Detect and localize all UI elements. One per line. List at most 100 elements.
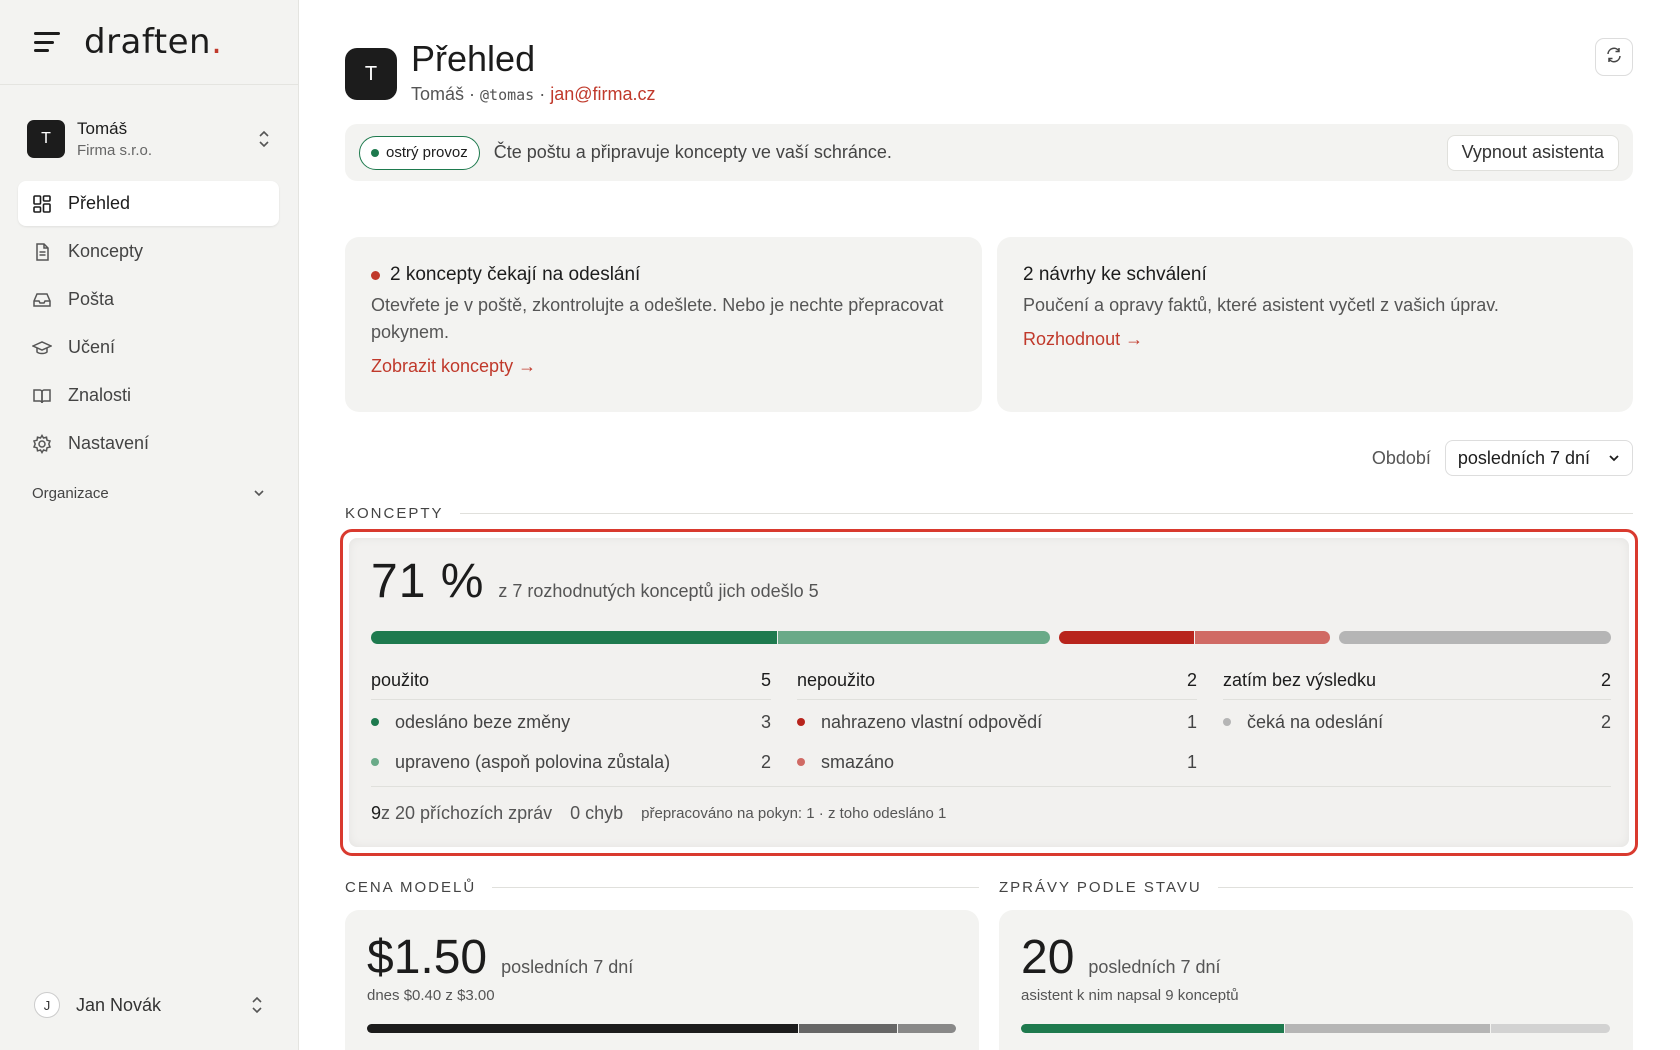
menu-icon[interactable] bbox=[34, 32, 60, 52]
profile-subtitle: Tomáš · @tomas · jan@firma.cz bbox=[411, 84, 656, 105]
sent-caption: z 7 rozhodnutých konceptů jich odešlo 5 bbox=[498, 581, 819, 601]
list-item: smazáno 1 bbox=[797, 744, 1197, 780]
sidebar-item-label: Znalosti bbox=[68, 385, 132, 405]
row-label: odesláno beze změny bbox=[395, 711, 571, 732]
approvals-text: Poučení a opravy faktů, které asistent v… bbox=[1023, 295, 1499, 315]
sidebar: draften. T Tomáš Firma s.r.o. Přehled Ko… bbox=[0, 0, 299, 1050]
status-text: Čte poštu a připravuje koncepty ve vaší … bbox=[493, 142, 892, 162]
organization-toggle[interactable]: Organizace bbox=[32, 485, 266, 502]
chevron-down-icon bbox=[252, 485, 266, 502]
cost-bar bbox=[367, 1024, 956, 1033]
separator: · bbox=[534, 84, 551, 104]
sidebar-item-label: Přehled bbox=[68, 193, 131, 213]
processed-of: z 20 příchozích zpráv bbox=[381, 803, 553, 823]
sidebar-item-label: Nastavení bbox=[68, 433, 150, 453]
user-menu[interactable]: J Jan Novák bbox=[34, 992, 266, 1018]
section-rule bbox=[1217, 887, 1633, 888]
sidebar-item-label: Koncepty bbox=[68, 241, 144, 261]
period-filter: Období posledních 7 dní bbox=[345, 440, 1633, 476]
row-count: 1 bbox=[1186, 751, 1197, 772]
section-rule bbox=[492, 887, 979, 888]
organization-label: Organizace bbox=[32, 485, 109, 502]
disable-assistant-button[interactable]: Vypnout asistenta bbox=[1446, 134, 1619, 171]
bar-group bbox=[1339, 631, 1611, 644]
page-header: T Přehled Tomáš · @tomas · jan@firma.cz bbox=[345, 38, 1633, 108]
drafts-stats-card: 71 % z 7 rozhodnutých konceptů jich odeš… bbox=[349, 538, 1629, 847]
account-switcher[interactable]: T Tomáš Firma s.r.o. bbox=[27, 116, 273, 162]
account-name: Tomáš bbox=[77, 119, 128, 138]
sidebar-item-znalosti[interactable]: Znalosti bbox=[18, 373, 279, 418]
pending-count: 2 bbox=[1600, 670, 1611, 690]
legend-dot bbox=[371, 718, 379, 726]
drafts-section-heading: KONCEPTY bbox=[345, 505, 1633, 522]
messages-bar-segment bbox=[1491, 1024, 1610, 1033]
alert-dot bbox=[371, 270, 380, 280]
messages-bar bbox=[1021, 1024, 1610, 1033]
user-name: Jan Novák bbox=[76, 994, 162, 1015]
profile-handle: @tomas bbox=[480, 86, 535, 104]
list-item: nahrazeno vlastní odpovědí 1 bbox=[797, 704, 1197, 740]
assistant-status-bar: ostrý provoz Čte poštu a připravuje konc… bbox=[345, 124, 1633, 181]
cost-bar-segment bbox=[367, 1024, 798, 1033]
status-badge-label: ostrý provoz bbox=[386, 144, 468, 161]
legend-dot bbox=[797, 718, 805, 726]
chevron-updown-icon bbox=[248, 995, 266, 1016]
unused-label: nepoužito bbox=[797, 670, 876, 690]
status-dot bbox=[371, 148, 379, 157]
profile-name: Tomáš bbox=[411, 84, 465, 104]
logo[interactable]: draften. bbox=[84, 22, 223, 62]
refresh-icon bbox=[1605, 46, 1623, 69]
bar-segment-replaced bbox=[1058, 631, 1194, 644]
user-avatar: J bbox=[34, 992, 60, 1018]
account-avatar: T bbox=[27, 120, 65, 158]
status-badge: ostrý provoz bbox=[359, 135, 480, 170]
chevron-down-icon bbox=[1608, 451, 1620, 465]
row-count: 2 bbox=[1600, 711, 1611, 732]
inbox-icon bbox=[32, 290, 52, 310]
cost-today: dnes $0.40 z $3.00 bbox=[367, 987, 495, 1004]
page-title: Přehled bbox=[411, 38, 536, 79]
bar-group bbox=[371, 631, 1050, 644]
unused-count: 2 bbox=[1186, 670, 1197, 690]
brand-bar: draften. bbox=[0, 0, 298, 85]
sidebar-item-prehled[interactable]: Přehled bbox=[18, 181, 279, 226]
sidebar-nav: Přehled Koncepty Pošta Učení Znalosti bbox=[18, 181, 279, 469]
sidebar-item-nastaveni[interactable]: Nastavení bbox=[18, 421, 279, 466]
bar-segment-edited bbox=[778, 631, 1050, 644]
approvals-card: 2 návrhy ke schválení Poučení a opravy f… bbox=[997, 237, 1633, 412]
list-item: čeká na odeslání 2 bbox=[1223, 704, 1611, 740]
drafts-distribution-bar bbox=[371, 631, 1611, 644]
messages-section-heading: ZPRÁVY PODLE STAVU bbox=[999, 879, 1633, 896]
grid-icon bbox=[32, 194, 52, 214]
decide-link[interactable]: Rozhodnout → bbox=[1023, 329, 1144, 349]
section-title: ZPRÁVY PODLE STAVU bbox=[999, 879, 1202, 896]
row-label: upraveno (aspoň polovina zůstala) bbox=[395, 751, 671, 772]
row-count: 1 bbox=[1186, 711, 1197, 732]
section-title: KONCEPTY bbox=[345, 505, 444, 522]
used-column: použito 5 odesláno beze změny 3 upraveno (… bbox=[371, 662, 771, 780]
legend-dot bbox=[371, 758, 379, 766]
bar-group bbox=[1058, 631, 1331, 644]
sidebar-item-posta[interactable]: Pošta bbox=[18, 277, 279, 322]
book-icon bbox=[32, 386, 52, 406]
drafts-footer: 9 z 20 příchozích zpráv 0 chyb přepracov… bbox=[371, 786, 1611, 824]
legend-dot bbox=[797, 758, 805, 766]
period-label: Období bbox=[1371, 447, 1431, 468]
reworked-info: přepracováno na pokyn: 1 · z toho odeslá… bbox=[641, 805, 947, 822]
period-select[interactable]: posledních 7 dní bbox=[1444, 440, 1633, 476]
profile-email[interactable]: jan@firma.cz bbox=[550, 84, 656, 104]
sidebar-item-koncepty[interactable]: Koncepty bbox=[18, 229, 279, 274]
cost-caption: posledních 7 dní bbox=[501, 957, 634, 977]
sidebar-item-uceni[interactable]: Učení bbox=[18, 325, 279, 370]
row-label: nahrazeno vlastní odpovědí bbox=[821, 711, 1043, 732]
refresh-button[interactable] bbox=[1595, 38, 1633, 76]
cost-value: $1.50 bbox=[367, 931, 488, 984]
show-drafts-link[interactable]: Zobrazit koncepty → bbox=[371, 356, 537, 376]
bar-segment-waiting bbox=[1339, 631, 1611, 644]
document-icon bbox=[32, 242, 52, 262]
gear-icon bbox=[32, 433, 52, 454]
drafts-waiting-text: Otevřete je v poště, zkontrolujte a odeš… bbox=[371, 295, 944, 342]
approvals-title: 2 návrhy ke schválení bbox=[1023, 264, 1207, 285]
drafts-waiting-title: 2 koncepty čekají na odeslání bbox=[371, 264, 956, 286]
drafts-highlight-frame bbox=[340, 529, 1638, 856]
